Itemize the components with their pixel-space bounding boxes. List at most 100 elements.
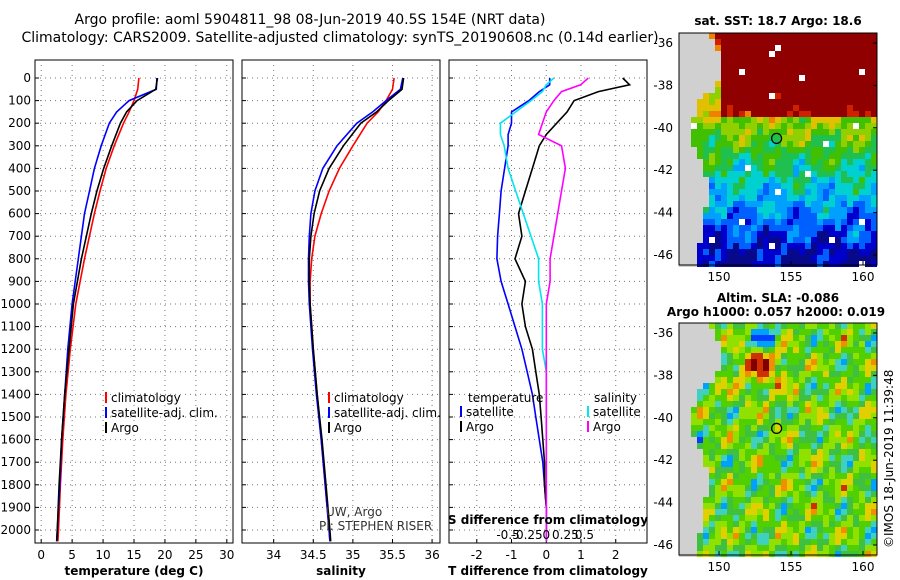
map-cell (817, 455, 823, 461)
map-cell (757, 147, 763, 153)
map-cell (805, 159, 811, 165)
map-cell (721, 231, 727, 237)
map-cell (799, 365, 805, 371)
map-cell (793, 527, 799, 533)
map-cell (793, 377, 799, 383)
map-cell (811, 503, 817, 509)
map-cell (691, 63, 697, 69)
map-cell (787, 515, 793, 521)
map-cell (829, 81, 835, 87)
map-cell (865, 443, 871, 449)
map-cell (835, 153, 841, 159)
map-cell (871, 341, 877, 347)
legend-sal-sat-label: satellite (593, 405, 641, 419)
map-cell (769, 189, 775, 195)
map-cell (703, 335, 709, 341)
map-cell (865, 347, 871, 353)
map-cell (793, 147, 799, 153)
map-cell (721, 401, 727, 407)
map-cell (751, 165, 757, 171)
map-cell (817, 171, 823, 177)
map-cell (739, 225, 745, 231)
map-cell (787, 497, 793, 503)
map-cell (871, 455, 877, 461)
map-cell (823, 353, 829, 359)
map-cell (829, 93, 835, 99)
map-cell (847, 353, 853, 359)
map-cell (763, 171, 769, 177)
map-cell (763, 407, 769, 413)
map-cell (805, 147, 811, 153)
map-cell (793, 243, 799, 249)
map-cell (691, 335, 697, 341)
map-cell (799, 419, 805, 425)
map-cell (823, 249, 829, 255)
map-cell (721, 467, 727, 473)
map-cell (691, 255, 697, 261)
map-cell (811, 147, 817, 153)
map-cell (793, 545, 799, 551)
map-cell (679, 243, 685, 249)
map-cell (685, 177, 691, 183)
map-cell (817, 87, 823, 93)
map-cell (859, 365, 865, 371)
map-cell (853, 63, 859, 69)
map-cell (817, 323, 823, 329)
map-cell (721, 183, 727, 189)
map-cell (745, 389, 751, 395)
map-cell (817, 177, 823, 183)
map-cell (859, 467, 865, 473)
map-cell (745, 323, 751, 329)
map-cell (733, 503, 739, 509)
map-cell (733, 473, 739, 479)
map-cell (757, 249, 763, 255)
map-cell (733, 371, 739, 377)
map-cell (733, 347, 739, 353)
sla-map-title-2: Argo h1000: 0.057 h2000: 0.019 (667, 305, 885, 319)
map-cell (847, 521, 853, 527)
map-cell (685, 503, 691, 509)
map-cell (865, 341, 871, 347)
map-cell (685, 183, 691, 189)
map-cell (835, 51, 841, 57)
map-cell (793, 353, 799, 359)
map-cell (781, 75, 787, 81)
map-cell (859, 425, 865, 431)
map-cell (835, 171, 841, 177)
map-cell (721, 377, 727, 383)
map-cell (829, 503, 835, 509)
map-cell (769, 401, 775, 407)
map-cell (715, 63, 721, 69)
map-cell (775, 33, 781, 39)
map-cell (793, 509, 799, 515)
map-cell (799, 123, 805, 129)
map-cell (811, 539, 817, 545)
map-cell (811, 497, 817, 503)
map-cell (847, 159, 853, 165)
map-cell (691, 243, 697, 249)
map-cell (769, 213, 775, 219)
map-cell (685, 93, 691, 99)
map-cell (709, 201, 715, 207)
map-cell (859, 45, 865, 51)
map-cell (823, 533, 829, 539)
map-cell (853, 45, 859, 51)
map-cell (865, 491, 871, 497)
map-cell (679, 63, 685, 69)
map-cell (685, 81, 691, 87)
map-cell (727, 159, 733, 165)
argo-position-marker (770, 132, 783, 144)
map-cell (847, 141, 853, 147)
map-cell (775, 207, 781, 213)
map-cell (709, 177, 715, 183)
map-cell (787, 323, 793, 329)
map-cell (751, 485, 757, 491)
map-cell (679, 551, 685, 557)
map-cell (745, 377, 751, 383)
map-cell (775, 243, 781, 249)
map-cell (709, 347, 715, 353)
map-cell (799, 437, 805, 443)
map-cell (775, 57, 781, 63)
map-cell (721, 473, 727, 479)
map-cell (865, 159, 871, 165)
